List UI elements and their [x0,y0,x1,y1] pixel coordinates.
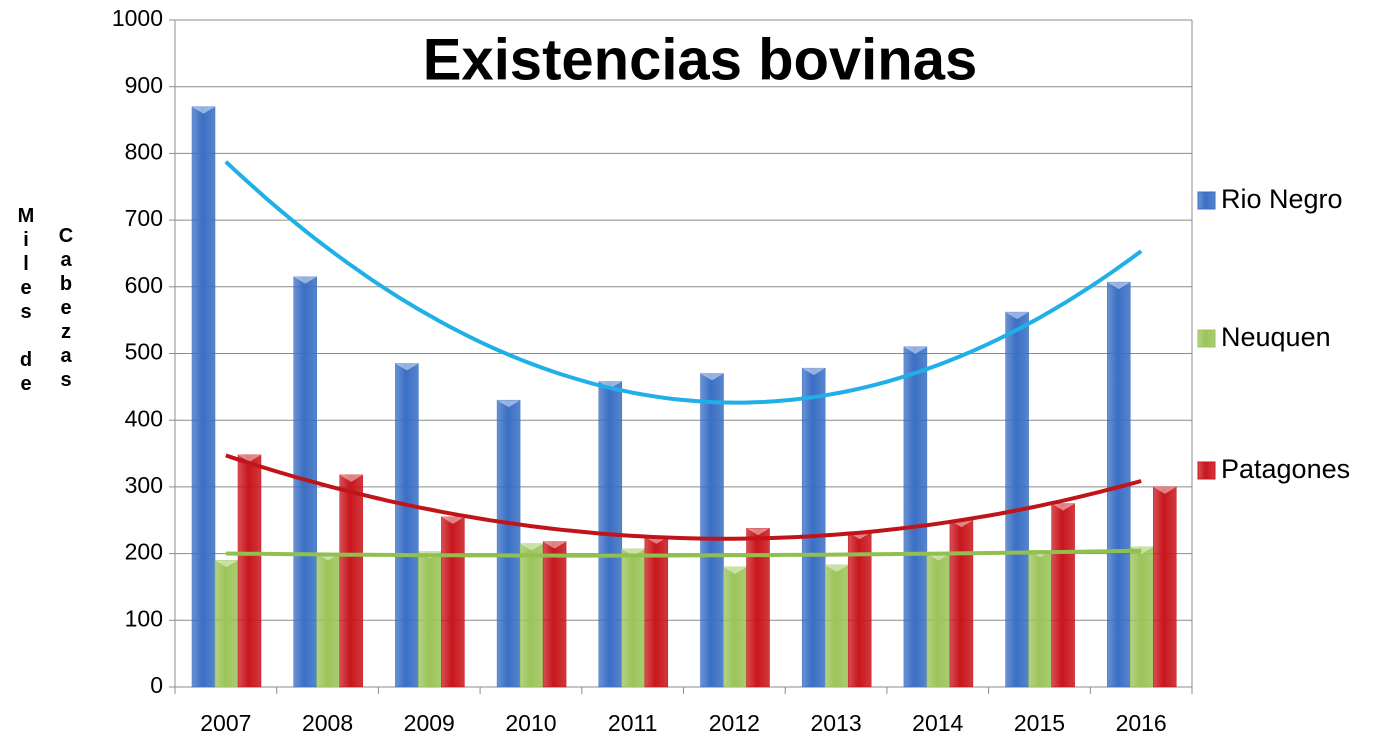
y-tick-label: 200 [125,539,163,565]
bar [237,454,262,688]
x-tick-label: 2007 [200,710,251,736]
x-tick-label: 2013 [810,710,861,736]
x-tick-label: 2011 [608,710,657,736]
bar [1028,550,1052,688]
x-tick-label: 2012 [709,710,760,736]
bar [746,528,770,688]
bar [395,363,419,688]
bar-cap [395,363,419,371]
x-tick-label: 2008 [302,710,353,736]
bar-cap [700,373,724,381]
y-tick-label: 100 [125,605,163,631]
bar [1130,546,1154,688]
bar-cap [1005,312,1029,320]
legend-label: Rio Negro [1221,184,1343,214]
bar-cap [215,560,238,568]
bar [1153,486,1177,688]
y-tick-label: 600 [125,272,163,298]
x-tick-label: 2014 [912,710,963,736]
bar-cap [802,368,826,376]
bar-cap [1051,503,1075,511]
bar [542,541,567,688]
x-tick-label: 2015 [1014,710,1065,736]
legend-swatch [1197,329,1216,348]
y-axis-label: Cabezas [55,225,77,393]
bar [926,553,951,688]
y-axis-label: Miles de [15,205,37,397]
y-tick-label: 900 [125,72,163,98]
bar [621,548,646,688]
trendline [224,160,1143,405]
bar-cap [1130,546,1154,554]
bar-cap [520,543,544,551]
bar-cap [441,516,465,524]
legend-swatch [1197,191,1216,210]
legend-label: Patagones [1221,454,1350,484]
bar-cap [192,106,215,114]
trendline [225,548,1142,558]
x-tick-label: 2010 [505,710,556,736]
bar [801,367,826,688]
bar [723,566,747,688]
y-tick-label: 500 [125,339,163,365]
y-tick-label: 0 [150,672,163,698]
bar-cap [621,548,645,556]
trendline [225,453,1142,541]
bar [418,551,442,688]
bar [519,543,544,688]
bar-cap [238,454,261,462]
bar-cap [825,564,849,572]
bar-cap [1107,282,1131,290]
bar [496,399,521,688]
bar-cap [598,381,622,389]
bar-cap [903,346,927,354]
y-tick-label: 400 [125,405,163,431]
bar-cap [293,276,317,284]
legend-label: Neuquen [1221,322,1331,352]
bar [1051,503,1075,688]
bar [339,474,363,688]
y-tick-label: 700 [125,205,163,231]
y-tick-label: 800 [125,138,163,164]
bar [949,520,974,688]
bar [441,516,465,688]
x-tick-label: 2009 [404,710,455,736]
bar-cap [1153,486,1177,494]
bar-cap [497,400,521,408]
chart-title: Existencias bovinas [423,27,977,92]
y-tick-label: 1000 [112,5,163,31]
y-tick-label: 300 [125,472,163,498]
bar [316,553,340,688]
bar [191,106,216,688]
x-tick-label: 2016 [1116,710,1167,736]
bar [1005,311,1029,688]
bar-cap [339,474,363,482]
bar [644,536,669,688]
bar [700,373,724,688]
bar-cap [543,541,567,549]
bar-cap [723,566,747,574]
bar-cap [746,528,770,536]
bar [903,346,928,688]
legend-swatch [1197,461,1216,480]
bar [824,564,849,688]
bar [214,560,239,688]
